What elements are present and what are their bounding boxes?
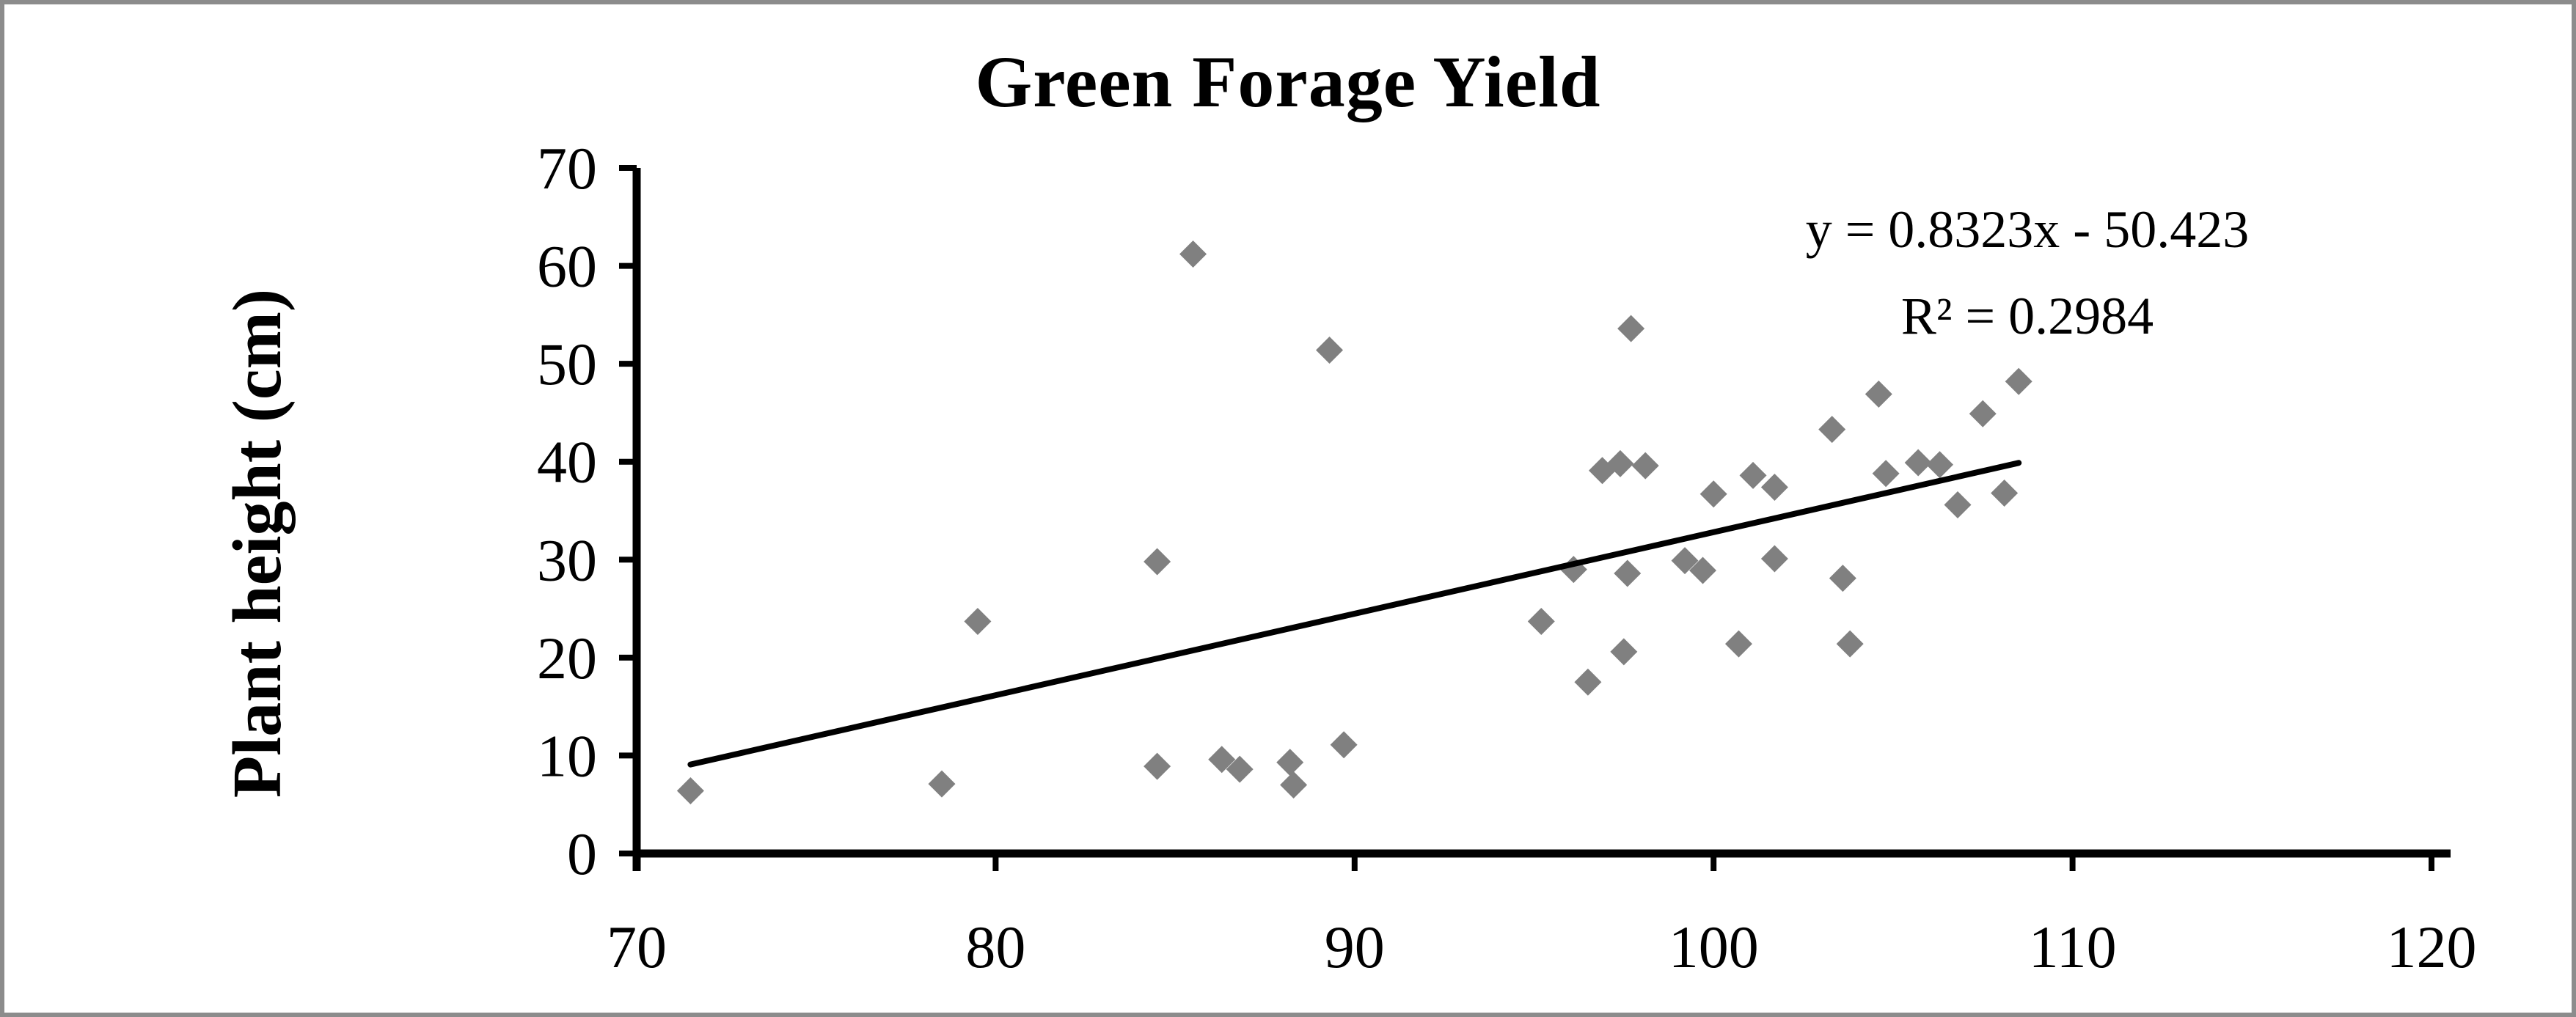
data-point-diamond <box>928 770 956 798</box>
data-point-diamond <box>1829 565 1856 592</box>
y-axis-tick-label: 20 <box>537 625 597 691</box>
data-point-diamond <box>1872 460 1900 488</box>
data-point-diamond <box>1527 607 1555 635</box>
y-axis-tick-label: 70 <box>537 135 597 202</box>
scatter-plot-area: 0 10 20 30 40 50 60 70 70 80 90 100 110 120 <box>537 135 2477 980</box>
y-axis-tick-label: 60 <box>537 233 597 300</box>
data-point-diamond <box>1969 400 1997 427</box>
trendline-equation: y = 0.8323x - 50.423 R² = 0.2984 <box>1806 186 2250 359</box>
data-point-diamond <box>1617 315 1645 342</box>
x-axis-tick-label: 90 <box>1325 914 1385 980</box>
data-point-diamond <box>1179 241 1207 268</box>
data-point-diamond <box>1226 755 1254 783</box>
data-point-diamond <box>1739 461 1767 489</box>
trendline-equation-line1: y = 0.8323x - 50.423 <box>1805 200 2250 259</box>
data-point-diamond <box>1836 630 1864 658</box>
data-point-diamond <box>1724 630 1752 658</box>
data-point-diamond <box>1631 452 1659 480</box>
data-point-diamond <box>676 777 704 805</box>
data-point-diamond <box>1689 557 1717 584</box>
x-axis-tick-label: 110 <box>2029 914 2117 980</box>
data-point-diamond <box>1144 752 1171 780</box>
data-point-diamond <box>1614 559 1642 587</box>
data-point-diamond <box>1606 449 1634 477</box>
data-point-diamond <box>1208 746 1236 774</box>
data-point-diamond <box>1671 547 1699 575</box>
data-point-diamond <box>1991 479 2019 507</box>
data-point-diamond <box>1760 545 1788 573</box>
data-point-diamond <box>1316 336 1344 364</box>
y-axis-tick-label: 40 <box>537 429 597 496</box>
data-point-diamond <box>1944 491 1972 518</box>
y-axis-tick-label: 10 <box>537 722 597 789</box>
trendline <box>687 460 2022 768</box>
data-point-diamond <box>1144 548 1171 576</box>
chart-title: Green Forage Yield <box>975 41 1601 122</box>
data-point-diamond <box>964 607 992 635</box>
data-point-diamond <box>1574 668 1602 696</box>
y-axis-tick-label: 0 <box>567 820 597 887</box>
data-point-diamond <box>1926 451 1954 479</box>
data-point-diamond <box>1276 749 1304 776</box>
y-axis-tick-label: 30 <box>537 526 597 593</box>
data-point-diamond <box>1904 449 1932 477</box>
data-point-diamond <box>1699 480 1727 508</box>
data-point-diamond <box>1865 381 1892 408</box>
data-point-diamond <box>1818 416 1846 444</box>
data-point-diamond <box>1610 638 1638 666</box>
x-axis-tick-label: 100 <box>1669 914 1759 980</box>
x-axis-tick-label: 70 <box>607 914 667 980</box>
trendline-r-squared: R² = 0.2984 <box>1900 287 2154 345</box>
data-point-diamond <box>2005 367 2032 395</box>
x-axis-tick-label: 120 <box>2387 914 2477 980</box>
y-axis-tick-label: 50 <box>537 331 597 397</box>
x-axis-tick-label: 80 <box>965 914 1025 980</box>
data-point-diamond <box>1280 771 1308 799</box>
data-point-diamond <box>1760 473 1788 501</box>
data-point-diamond <box>1330 731 1358 759</box>
